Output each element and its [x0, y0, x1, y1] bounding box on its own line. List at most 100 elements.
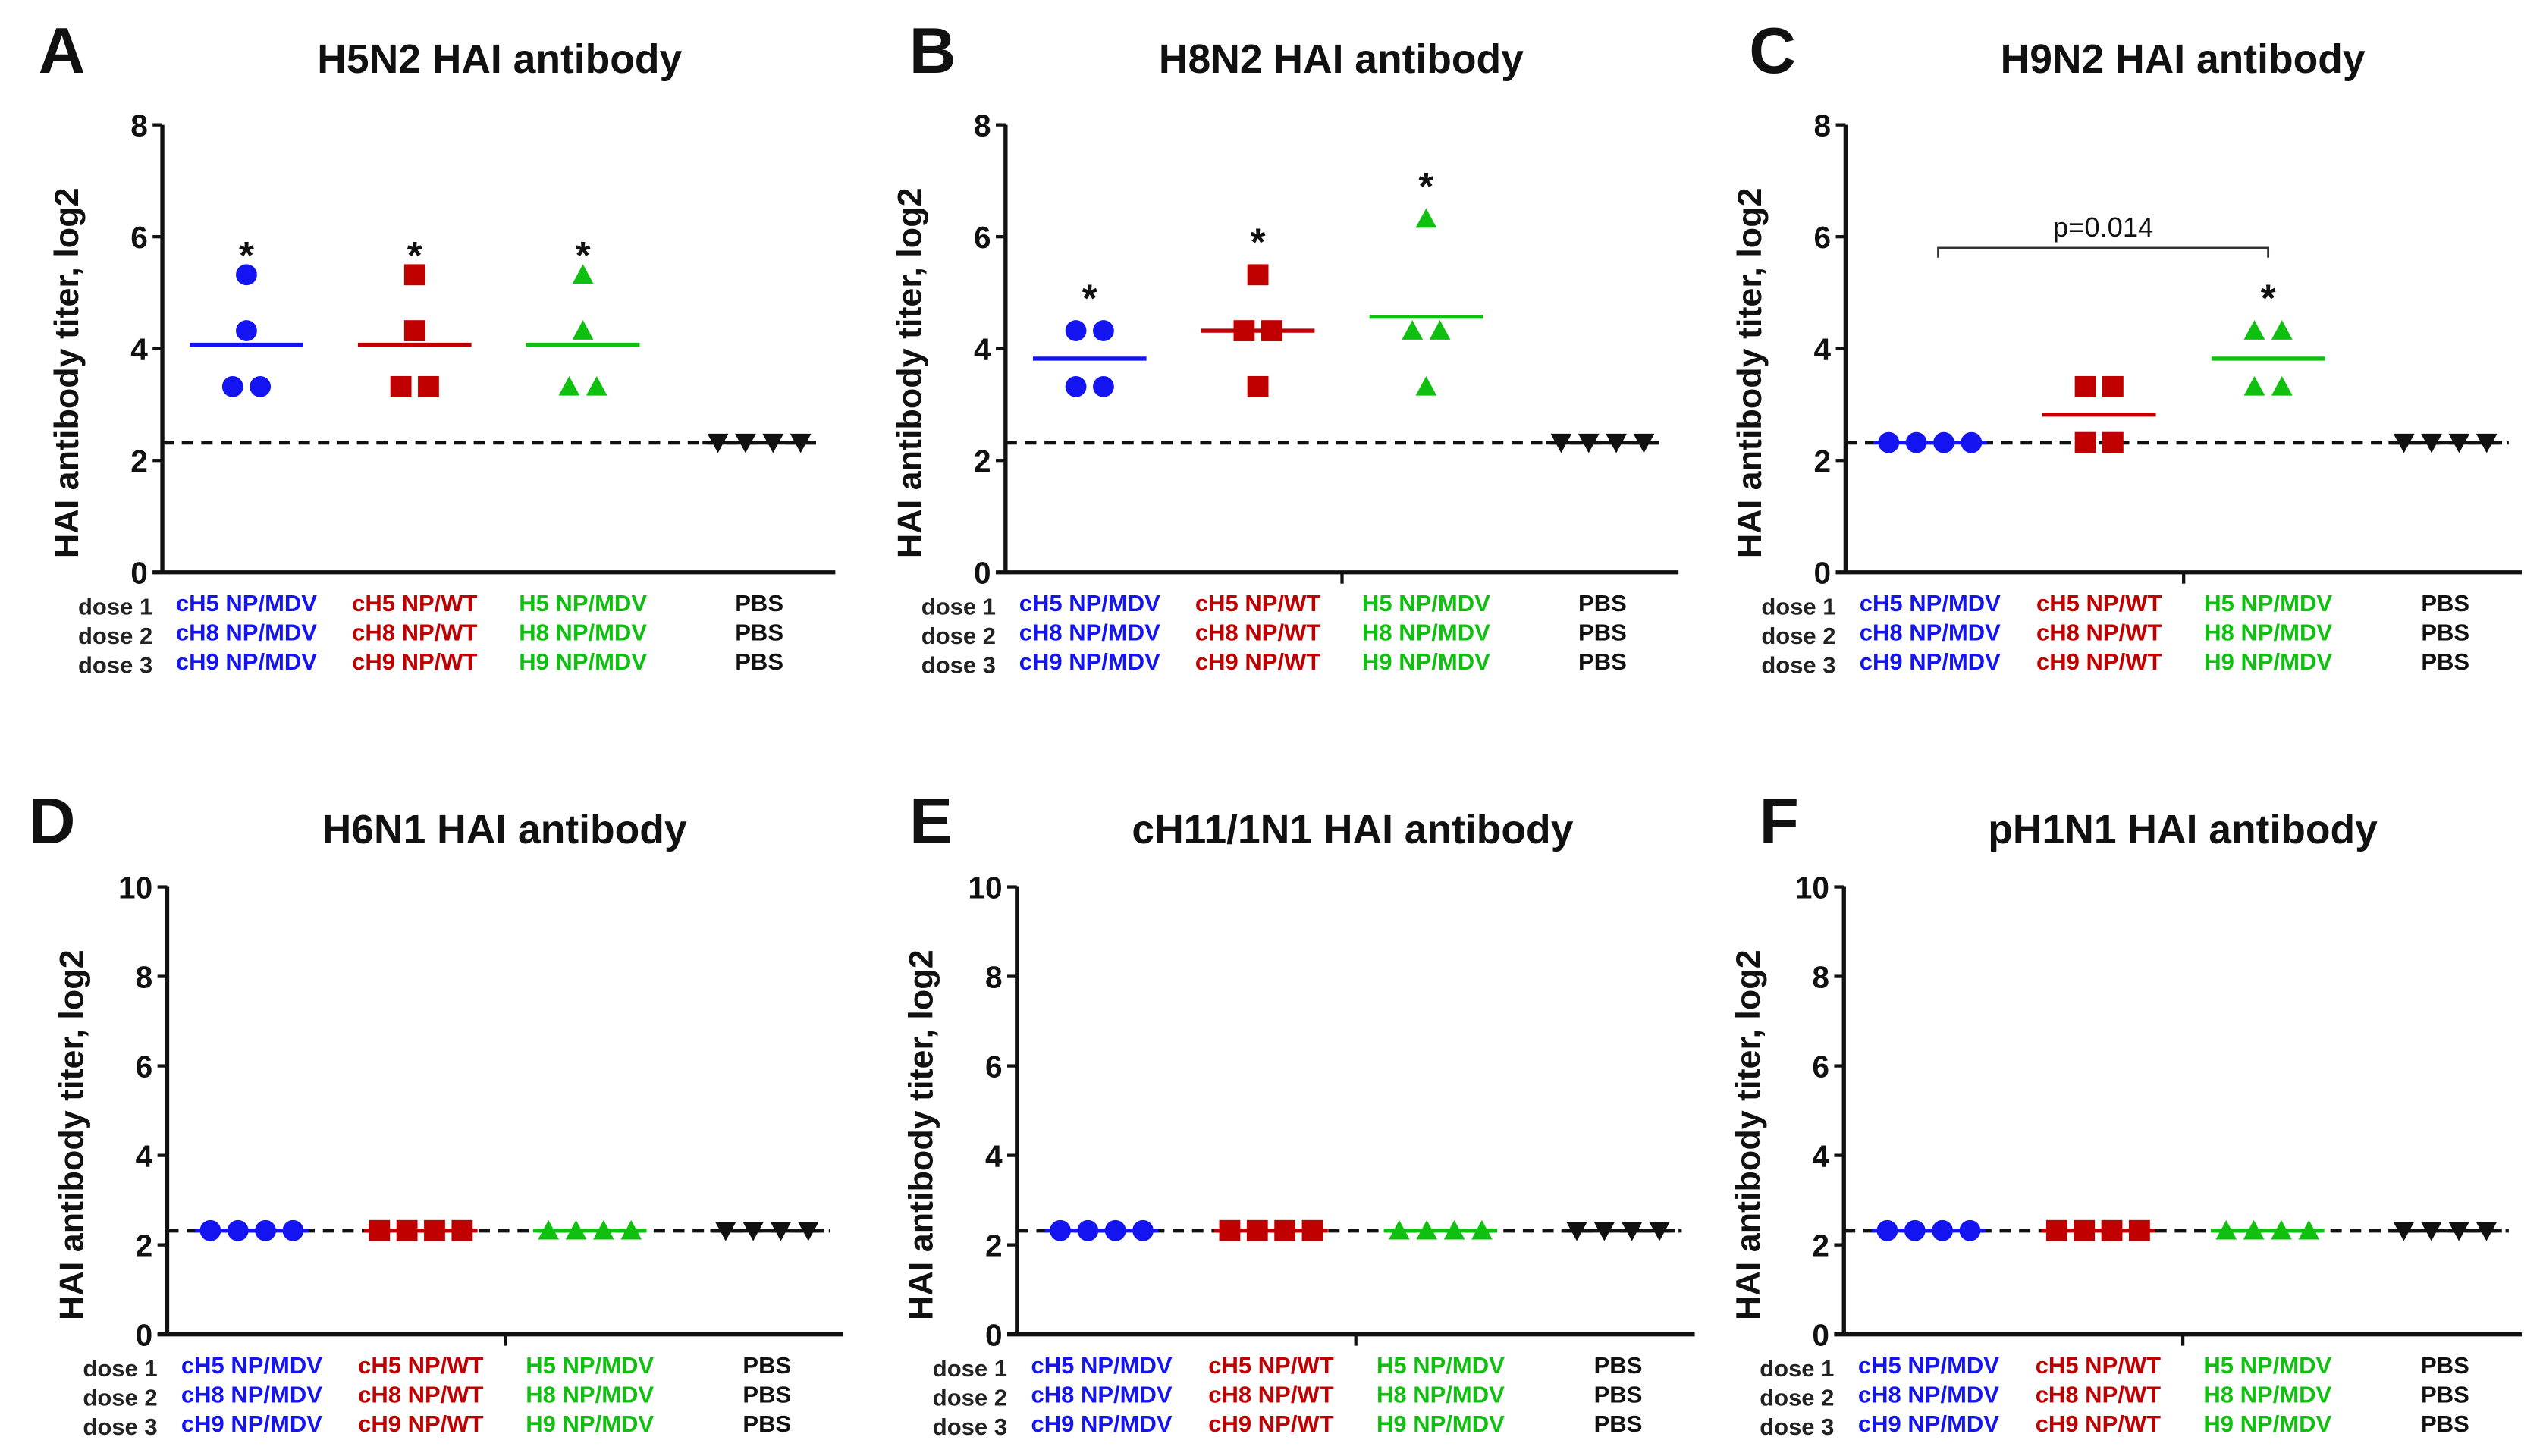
data-point-square — [418, 375, 439, 397]
group-label: H9 NP/MDV — [2204, 648, 2332, 675]
panel-d: D H6N1 HAI antibody 0 2 4 6 8 10 HAI antibody ti… — [29, 786, 844, 1440]
y-tick-label: 4 — [1814, 332, 1832, 367]
dose-label: dose 2 — [83, 1385, 157, 1411]
group-label: PBS — [2421, 620, 2469, 646]
group-label: PBS — [2421, 648, 2469, 675]
data-point-square — [1247, 375, 1269, 397]
group-label: cH8 NP/MDV — [1031, 1381, 1173, 1407]
significance-bracket — [1937, 246, 2270, 258]
y-tick-label: 0 — [985, 1318, 1003, 1353]
y-tick-label: 8 — [130, 108, 148, 143]
group-label: H8 NP/MDV — [2203, 1381, 2331, 1407]
group-label: cH5 NP/MDV — [1031, 1352, 1173, 1379]
group-label: PBS — [2421, 590, 2469, 617]
y-tick-label: 6 — [974, 220, 991, 255]
group-label: cH9 NP/WT — [1208, 1410, 1333, 1437]
group-label: cH8 NP/MDV — [1858, 1381, 1999, 1407]
group-label: cH5 NP/MDV — [1858, 1352, 1999, 1379]
dose-label: dose 1 — [1761, 593, 1835, 620]
dose-label: dose 3 — [1761, 651, 1835, 678]
group-label: PBS — [1594, 1381, 1643, 1407]
group-label: H5 NP/MDV — [519, 590, 647, 617]
chart-title: H6N1 HAI antibody — [322, 808, 687, 852]
group-label: cH5 NP/WT — [352, 590, 477, 617]
panel-letter: C — [1749, 15, 1796, 87]
data-point-square — [2074, 431, 2096, 453]
group-label: cH8 NP/MDV — [181, 1381, 322, 1407]
y-tick-label: 2 — [1812, 1228, 1829, 1263]
y-tick-label: 0 — [974, 556, 991, 591]
group-label: cH5 NP/MDV — [181, 1352, 322, 1379]
group-label: cH8 NP/MDV — [176, 620, 317, 646]
group-label: PBS — [742, 1352, 791, 1379]
significance-star: * — [1418, 165, 1433, 208]
group-label: cH9 NP/WT — [352, 648, 477, 675]
series-red — [2042, 375, 2156, 453]
data-point-circle — [250, 375, 272, 397]
group-label: cH9 NP/MDV — [1858, 1410, 1999, 1437]
y-tick-label: 0 — [1812, 1318, 1829, 1353]
data-point-triangle — [2243, 375, 2265, 396]
y-tick-label: 6 — [985, 1050, 1003, 1084]
y-tick-label: 2 — [130, 444, 148, 479]
group-label: PBS — [735, 620, 783, 646]
series-red: * — [1201, 221, 1315, 397]
data-point-square — [1247, 264, 1269, 286]
group-label: PBS — [742, 1410, 791, 1437]
data-point-circle — [236, 320, 257, 341]
dose-label: dose 2 — [933, 1385, 1007, 1411]
group-label: PBS — [2421, 1410, 2469, 1437]
panel-a: A H5N2 HAI antibody 0 2 4 6 8 HAI antibody tite… — [39, 15, 836, 678]
significance-star: * — [239, 234, 254, 277]
group-label: H9 NP/MDV — [1362, 648, 1490, 675]
group-label: PBS — [1594, 1410, 1643, 1437]
data-point-square — [403, 264, 425, 286]
group-label: cH9 NP/MDV — [181, 1410, 322, 1437]
dose-label: dose 3 — [933, 1414, 1007, 1440]
p-value-label: p=0.014 — [2053, 212, 2153, 243]
series-green: * — [1369, 165, 1483, 396]
panel-letter: E — [909, 786, 953, 858]
panel-b: B H8N2 HAI antibody 0 2 4 6 8 HAI antibody tite… — [890, 15, 1679, 678]
group-label: PBS — [1578, 648, 1627, 675]
y-tick-label: 4 — [1812, 1139, 1829, 1174]
series-red — [363, 1219, 478, 1241]
group-label: cH8 NP/WT — [352, 620, 477, 646]
group-label: H9 NP/MDV — [526, 1410, 654, 1437]
group-label: PBS — [742, 1381, 791, 1407]
y-axis-label: HAI antibody titer, log2 — [47, 187, 86, 558]
series-green: * — [526, 234, 640, 396]
dose-label: dose 2 — [78, 623, 152, 649]
group-label: cH8 NP/WT — [358, 1381, 483, 1407]
group-label: cH5 NP/MDV — [176, 590, 317, 617]
y-tick-label: 0 — [130, 556, 148, 591]
group-label: cH5 NP/WT — [1195, 590, 1320, 617]
y-tick-label: 2 — [985, 1228, 1003, 1263]
dose-label: dose 3 — [921, 651, 996, 678]
chart-title: H8N2 HAI antibody — [1159, 37, 1524, 82]
group-label: cH9 NP/MDV — [1031, 1410, 1173, 1437]
group-label: cH5 NP/MDV — [1019, 590, 1160, 617]
dose-label: dose 1 — [933, 1355, 1007, 1382]
panel-letter: D — [29, 786, 76, 858]
group-label: H5 NP/MDV — [2204, 590, 2332, 617]
y-tick-label: 8 — [974, 108, 991, 143]
y-axis-label: HAI antibody titer, log2 — [902, 949, 940, 1320]
y-axis-label: HAI antibody titer, log2 — [890, 187, 929, 558]
y-tick-label: 10 — [118, 870, 152, 905]
chart-title: H5N2 HAI antibody — [317, 37, 682, 82]
dose-label: dose 1 — [78, 593, 152, 620]
y-tick-label: 2 — [136, 1228, 153, 1263]
group-label: cH9 NP/WT — [1195, 648, 1320, 675]
y-tick-label: 4 — [130, 332, 148, 367]
group-label: cH9 NP/MDV — [1860, 648, 2001, 675]
data-point-circle — [1065, 375, 1087, 397]
dose-label: dose 1 — [83, 1355, 157, 1382]
group-label: cH9 NP/MDV — [176, 648, 317, 675]
series-black — [2388, 1221, 2502, 1241]
group-label: cH9 NP/WT — [358, 1410, 483, 1437]
chart-title: cH11/1N1 HAI antibody — [1132, 808, 1573, 852]
group-label: PBS — [1578, 590, 1627, 617]
